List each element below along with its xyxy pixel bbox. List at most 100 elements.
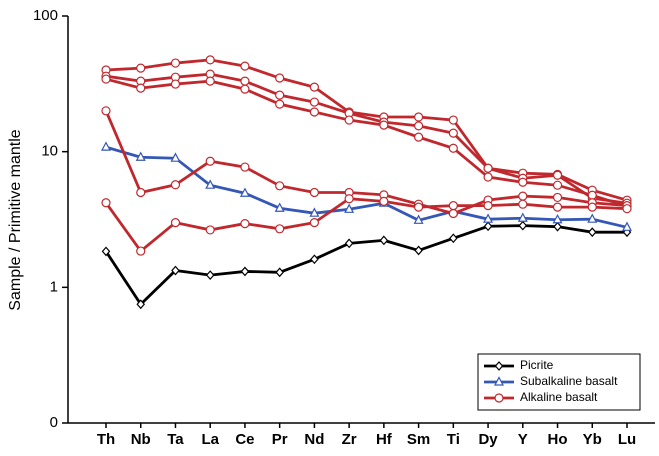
data-point <box>170 180 181 190</box>
data-point <box>275 267 284 278</box>
data-point <box>275 181 285 191</box>
data-point <box>344 194 354 204</box>
x-tick-label: Th <box>97 431 115 448</box>
data-point <box>170 58 181 68</box>
data-point <box>101 74 111 84</box>
series-line <box>105 72 628 205</box>
data-point <box>240 84 250 94</box>
y-tick-label: 0 <box>50 414 58 431</box>
data-point <box>414 245 423 256</box>
data-point <box>135 151 146 161</box>
data-point <box>309 187 319 198</box>
data-point <box>448 208 458 219</box>
data-point <box>205 55 215 65</box>
data-point <box>552 180 563 190</box>
data-point <box>414 121 424 131</box>
data-point <box>170 79 181 89</box>
data-point <box>136 83 146 93</box>
data-point <box>518 220 528 231</box>
data-point <box>240 266 250 277</box>
data-point <box>448 115 458 125</box>
data-point <box>239 187 250 197</box>
data-point <box>275 99 285 109</box>
x-tick-label: Hf <box>376 431 393 448</box>
x-tick-label: Pr <box>272 431 288 448</box>
data-point <box>413 214 424 224</box>
data-point <box>344 203 355 213</box>
data-point <box>553 221 562 232</box>
legend-marker <box>494 376 504 386</box>
series-line <box>104 110 628 215</box>
data-point <box>552 213 563 224</box>
series-line <box>105 77 628 208</box>
data-point <box>483 201 493 211</box>
y-tick-label: 100 <box>33 7 58 24</box>
data-point <box>518 199 528 209</box>
data-point <box>483 172 493 182</box>
data-point <box>587 213 598 223</box>
data-point <box>379 235 389 246</box>
data-point <box>414 202 424 212</box>
data-point <box>275 224 285 234</box>
data-point <box>101 106 111 116</box>
data-point <box>170 152 181 162</box>
data-point <box>483 163 493 173</box>
data-point <box>483 221 493 232</box>
y-tick-label: 1 <box>50 278 58 295</box>
data-point <box>136 187 146 198</box>
data-point <box>448 143 458 153</box>
data-point <box>101 246 111 257</box>
series-line <box>104 224 627 307</box>
data-point <box>517 212 528 222</box>
data-point <box>414 112 424 122</box>
legend-marker <box>494 393 504 403</box>
data-point <box>205 76 215 86</box>
data-point <box>171 265 180 276</box>
data-point <box>344 238 354 249</box>
data-point <box>379 196 389 206</box>
y-axis-label: Sample / Primitive mantle <box>7 129 24 310</box>
data-point <box>622 221 632 231</box>
data-point <box>483 213 494 223</box>
x-tick-label: Lu <box>618 431 636 448</box>
x-tick-label: Ho <box>548 431 568 448</box>
data-point <box>587 227 597 238</box>
data-point <box>309 107 319 117</box>
data-point <box>205 270 215 281</box>
data-point <box>518 191 528 201</box>
data-point <box>379 120 389 130</box>
data-point <box>309 97 319 107</box>
data-point <box>275 73 285 83</box>
data-point <box>309 207 320 217</box>
data-point <box>136 299 146 310</box>
data-point <box>552 170 563 180</box>
data-point <box>101 198 111 208</box>
data-point <box>448 128 458 138</box>
data-point <box>240 76 250 86</box>
x-tick-label: Dy <box>478 431 498 448</box>
x-tick-label: Ta <box>167 431 184 448</box>
data-point <box>205 179 216 189</box>
legend-marker <box>494 361 504 371</box>
series-line <box>105 145 628 229</box>
x-tick-label: Zr <box>342 431 357 448</box>
x-tick-label: La <box>201 431 219 448</box>
data-point <box>309 218 319 228</box>
data-point <box>448 201 458 211</box>
series-line <box>105 58 628 202</box>
x-tick-label: Nd <box>304 431 324 448</box>
data-point <box>240 61 250 71</box>
data-point <box>136 63 146 73</box>
series-line <box>104 197 628 254</box>
data-point <box>587 202 597 212</box>
data-point <box>414 132 424 142</box>
x-tick-label: Yb <box>583 431 602 448</box>
legend-label: Picrite <box>520 358 554 372</box>
x-tick-label: Ti <box>447 431 460 448</box>
data-point <box>310 254 319 265</box>
data-point <box>275 90 285 100</box>
data-point <box>309 82 319 92</box>
data-point <box>552 192 563 203</box>
data-point <box>101 141 111 151</box>
